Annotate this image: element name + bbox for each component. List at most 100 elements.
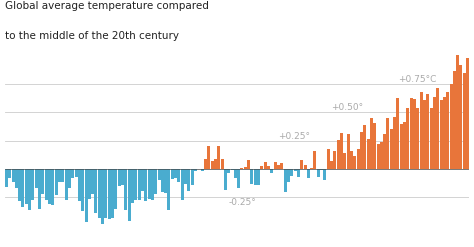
Bar [31,169,35,200]
Bar [287,169,290,182]
Bar [273,162,277,169]
Bar [214,159,217,169]
Bar [207,146,210,169]
Bar [247,160,250,169]
Bar [118,169,121,186]
Bar [340,133,343,169]
Bar [201,169,204,171]
Bar [55,169,58,195]
Bar [303,165,307,169]
Bar [380,142,383,169]
Bar [453,71,456,169]
Bar [111,169,114,218]
Bar [74,169,78,177]
Bar [400,124,403,169]
Bar [343,153,346,169]
Bar [194,169,197,171]
Bar [416,108,419,169]
Bar [350,151,353,169]
Bar [406,108,410,169]
Bar [91,169,94,194]
Bar [114,169,118,209]
Bar [373,123,376,169]
Bar [124,169,128,210]
Bar [94,169,98,213]
Bar [360,132,363,169]
Bar [11,169,15,182]
Bar [48,169,51,204]
Bar [171,169,174,179]
Bar [449,84,453,169]
Bar [5,169,8,187]
Bar [38,169,41,209]
Bar [283,169,287,192]
Bar [390,129,393,169]
Bar [68,169,71,188]
Bar [8,169,11,178]
Bar [51,169,55,206]
Bar [35,169,38,188]
Bar [220,159,224,169]
Bar [81,169,84,211]
Bar [45,169,48,200]
Bar [290,169,293,176]
Bar [131,169,134,203]
Bar [187,169,191,191]
Text: ţ | Published 2020: ţ | Published 2020 [307,13,435,26]
Bar [104,169,108,218]
Text: Global average temperature compared: Global average temperature compared [5,1,209,11]
Bar [346,134,350,169]
Text: +0.25°: +0.25° [278,132,310,141]
Bar [224,169,227,189]
Bar [320,169,323,170]
Bar [154,169,157,194]
Bar [84,169,88,222]
Bar [323,169,327,181]
Bar [277,165,280,169]
Bar [337,140,340,169]
Bar [184,169,187,184]
Bar [64,169,68,200]
Bar [297,169,300,177]
Bar [383,134,386,169]
Bar [28,169,31,210]
Text: +0.50°: +0.50° [331,103,364,112]
Bar [456,55,459,169]
Bar [250,169,254,184]
Bar [423,100,426,169]
Bar [293,169,297,171]
Bar [164,169,167,193]
Bar [366,139,370,169]
Bar [463,73,466,169]
Bar [147,169,151,199]
Bar [204,159,207,169]
Text: -0.25°: -0.25° [228,198,256,207]
Bar [386,118,390,169]
Bar [267,166,270,169]
Bar [363,125,366,169]
Bar [310,168,313,169]
Bar [167,169,171,210]
Bar [78,169,81,201]
Bar [443,97,446,169]
Bar [280,164,283,169]
Bar [181,169,184,200]
Bar [410,98,413,169]
Bar [230,169,234,170]
Bar [446,92,449,169]
Bar [217,146,220,169]
Bar [191,169,194,185]
Bar [244,167,247,169]
Bar [353,156,356,169]
Bar [330,161,333,169]
Bar [260,166,264,169]
Bar [21,169,25,206]
Bar [101,169,104,224]
Text: +0.75°C: +0.75°C [398,75,436,84]
Bar [436,87,439,169]
Bar [121,169,124,185]
Bar [157,169,161,181]
Bar [58,169,61,182]
Bar [333,151,337,169]
Bar [177,169,181,182]
